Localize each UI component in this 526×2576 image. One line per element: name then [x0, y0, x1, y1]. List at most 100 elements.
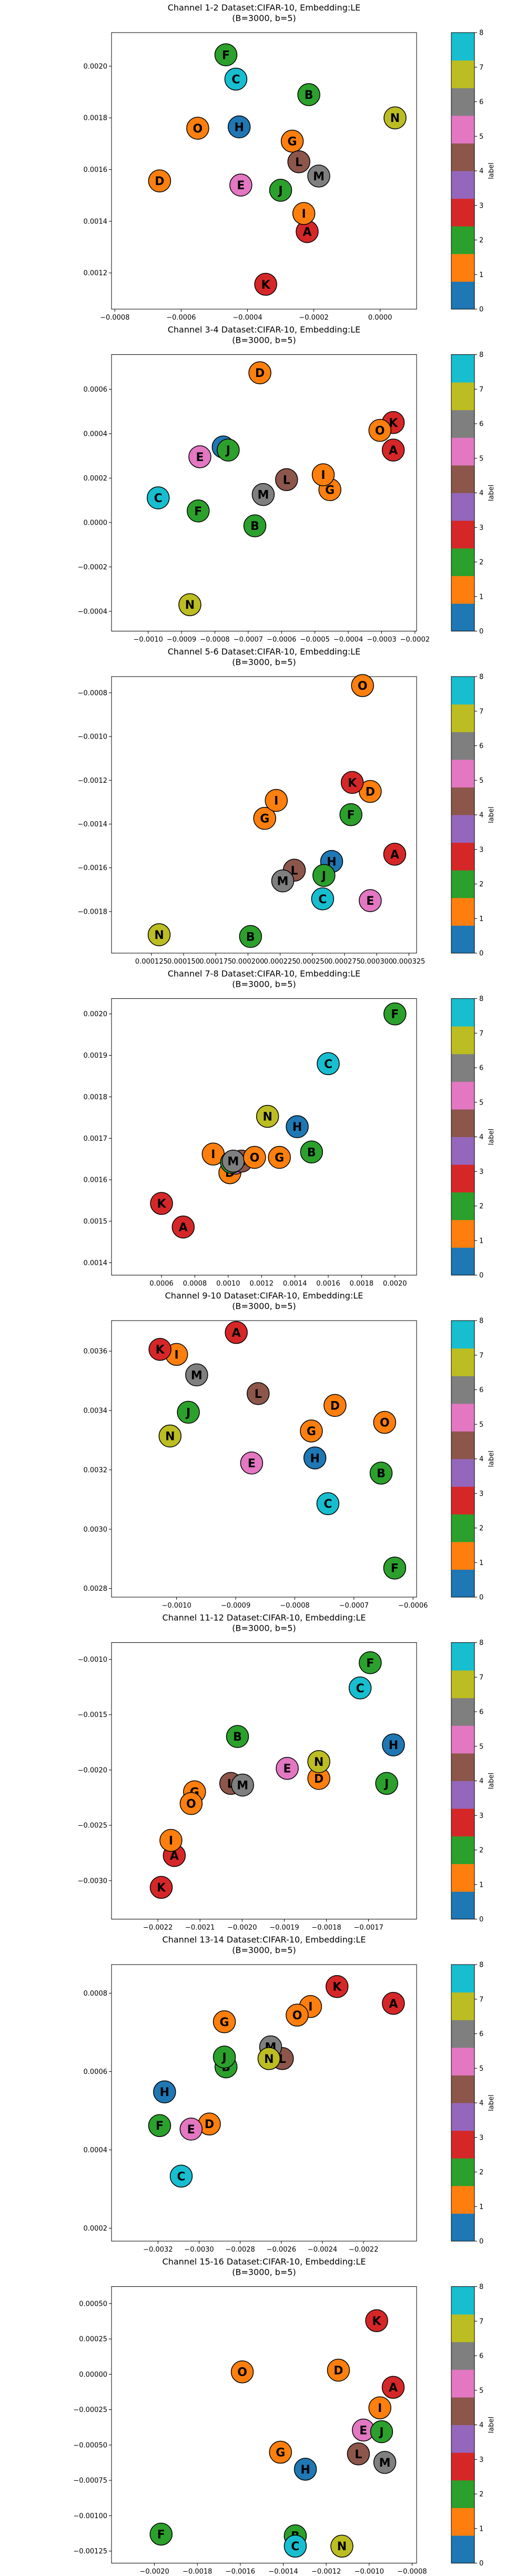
point-label: A [302, 226, 311, 239]
point-label: J [225, 444, 230, 457]
y-tick-label: −0.00100 [73, 2512, 107, 2520]
colorbar-segment [451, 410, 474, 438]
point: K [340, 771, 364, 794]
point-marker [297, 83, 320, 106]
point: H [227, 115, 251, 139]
y-tick-label: −0.0008 [78, 689, 107, 697]
point-marker [327, 2358, 350, 2382]
point-label: J [185, 1406, 190, 1419]
point: C [316, 1492, 340, 1515]
point: C [348, 1677, 372, 1700]
point-marker [146, 486, 170, 509]
colorbar-tick-label: 1 [479, 271, 483, 279]
y-tick-label: 0.0019 [84, 1052, 108, 1060]
colorbar-segment [451, 2397, 474, 2425]
point-label: A [390, 849, 399, 862]
point: O [368, 418, 392, 442]
point: C [284, 2534, 307, 2558]
chart-subtitle: (B=3000, b=5) [232, 1945, 296, 1955]
point-marker [294, 2458, 317, 2481]
point: J [375, 1772, 398, 1795]
colorbar-segment [451, 998, 474, 1027]
plot-area: −0.0032 −0.0030 −0.0028 −0.0026 −0.0024 −0.00… [84, 1961, 496, 2254]
point-label: A [232, 1327, 241, 1340]
y-tick-label: 0.0006 [84, 386, 108, 394]
colorbar-segment [451, 2369, 474, 2398]
point: K [150, 1192, 173, 1215]
x-tick-label: −0.0021 [185, 1924, 215, 1932]
point-label: J [378, 2426, 383, 2439]
point-label: O [186, 1798, 196, 1811]
point-label: B [250, 520, 259, 533]
point-label: C [231, 73, 240, 86]
point-marker [159, 1828, 183, 1852]
chart-title: Channel 11-12 Dataset:CIFAR-10, Embeddin… [163, 1613, 366, 1623]
point-label: A [179, 1221, 188, 1234]
colorbar-tick-label: 1 [479, 1881, 483, 1889]
point-label: N [185, 599, 195, 612]
point: J [217, 438, 240, 462]
point: N [178, 593, 201, 616]
point-marker [169, 2164, 193, 2188]
colorbar-segment [451, 1753, 474, 1781]
x-tick-label: 0.000125 [135, 958, 168, 966]
colorbar-tick-label: 6 [479, 1709, 483, 1716]
point: E [240, 1451, 264, 1475]
colorbar-label: label [488, 2417, 495, 2433]
point: J [269, 179, 292, 202]
x-tick-label: −0.0004 [333, 636, 363, 644]
colorbar-segment [451, 171, 474, 199]
x-tick-label: −0.0018 [311, 1924, 341, 1932]
colorbar-tick-label: 6 [479, 98, 483, 106]
point-label: A [389, 1998, 398, 2011]
colorbar-segment [451, 842, 474, 871]
colorbar-segment [451, 2508, 474, 2536]
point-marker [177, 1401, 200, 1424]
point-marker [300, 1140, 323, 1164]
point-marker [383, 1556, 407, 1580]
colorbar-tick-label: 6 [479, 1065, 483, 1072]
point-label: H [310, 1452, 319, 1465]
point: F [214, 43, 238, 67]
x-tick-label: −0.0012 [311, 2568, 341, 2576]
x-tick-label: −0.0010 [355, 2568, 384, 2576]
point-marker [149, 1876, 173, 1899]
point-marker [311, 463, 335, 486]
y-tick-label: −0.0014 [78, 821, 107, 829]
point-label: G [260, 813, 269, 826]
point-label: F [391, 1562, 399, 1576]
point-marker [311, 887, 335, 911]
plot-area: −0.0020 −0.0018 −0.0016 −0.0014 −0.0012 −0.00… [73, 2283, 495, 2576]
point-label: L [283, 474, 290, 487]
point-marker [227, 115, 251, 139]
y-tick-label: −0.0016 [78, 864, 107, 872]
point-marker [148, 1337, 171, 1361]
y-tick-label: 0.00025 [79, 2336, 107, 2344]
point: O [230, 2360, 254, 2384]
point-label: F [222, 49, 230, 62]
point-marker [382, 1733, 405, 1756]
point-marker [381, 438, 405, 462]
colorbar-segment [451, 677, 474, 705]
colorbar-tick-label: 3 [479, 524, 483, 532]
colorbar-tick-label: 4 [479, 2421, 483, 2429]
point-label: K [157, 1198, 167, 1211]
x-tick-label: 0.000175 [199, 958, 232, 966]
point: H [286, 1115, 309, 1138]
point-marker [276, 1756, 299, 1780]
colorbar-segment [451, 354, 474, 383]
point-label: M [313, 170, 325, 183]
point-marker [369, 1461, 393, 1485]
point-marker [147, 923, 171, 946]
chart-subtitle: (B=3000, b=5) [232, 13, 296, 23]
point-label: E [359, 2424, 367, 2437]
point-label: I [308, 2001, 312, 2014]
colorbar-segment [451, 198, 474, 227]
y-tick-label: −0.00025 [73, 2406, 107, 2414]
colorbar-segment [451, 732, 474, 760]
x-tick-label: −0.0030 [184, 2246, 214, 2254]
colorbar-tick-label: 7 [479, 1030, 483, 1038]
colorbar-segment [451, 1670, 474, 1699]
point: F [359, 1651, 382, 1674]
